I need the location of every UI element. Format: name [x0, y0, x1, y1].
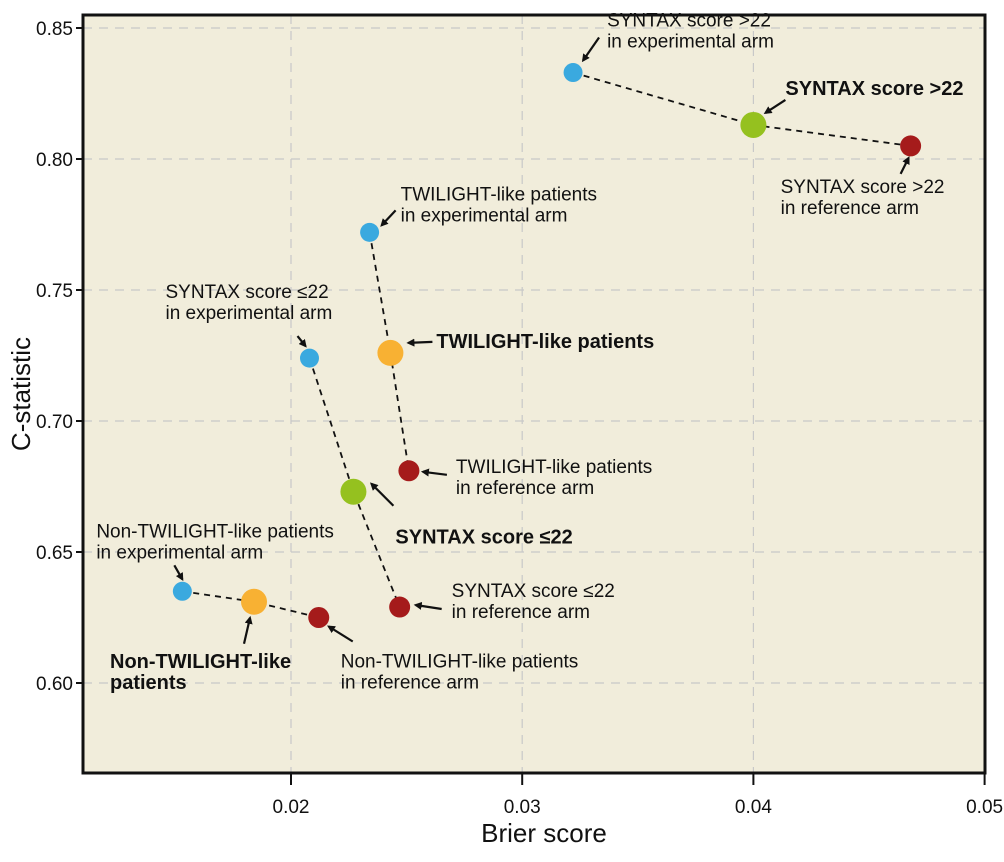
- point-combined: [740, 111, 767, 138]
- annotation-line: in experimental arm: [607, 32, 774, 53]
- point-experimental: [563, 63, 583, 83]
- point-combined: [340, 478, 367, 505]
- annotation-label: Non-TWILIGHT-like patients: [110, 651, 291, 694]
- annotation-label: TWILIGHT-like patients: [436, 331, 654, 353]
- plot-area: [83, 15, 985, 773]
- annotation-line: Non-TWILIGHT-like patients: [341, 652, 579, 673]
- point-reference: [308, 607, 330, 628]
- connector-line: [308, 357, 401, 608]
- annotation-line: in reference arm: [456, 478, 594, 499]
- point-combined: [377, 339, 404, 366]
- x-tick-label: 0.05: [966, 797, 1003, 818]
- data-points: [172, 63, 922, 628]
- annotation-line: SYNTAX score >22: [781, 177, 945, 198]
- point-reference: [900, 135, 922, 157]
- annotation-arrow: [173, 564, 184, 582]
- y-tick-label: 0.70: [36, 412, 73, 433]
- annotation-line: in reference arm: [341, 673, 479, 694]
- y-axis: 0.60 0.65 0.70 0.75 0.80 0.85: [36, 19, 83, 695]
- point-experimental: [172, 581, 192, 601]
- y-axis-title: C-statistic: [6, 337, 36, 451]
- annotation-line: SYNTAX score ≤22: [452, 581, 615, 602]
- y-tick-label: 0.80: [36, 150, 73, 171]
- annotation-line: SYNTAX score ≤22: [165, 282, 328, 303]
- annotation-arrow: [420, 468, 448, 477]
- x-axis: 0.02 0.03 0.04 0.05: [273, 773, 1003, 818]
- annotation-arrow: [413, 601, 442, 611]
- annotation-label: SYNTAX score ≤22 in reference arm: [452, 581, 615, 623]
- annotation-arrow: [370, 482, 395, 507]
- annotation-label: SYNTAX score ≤22: [395, 527, 572, 549]
- y-tick-label: 0.65: [36, 543, 73, 564]
- annotation-line: TWILIGHT-like patients: [401, 184, 597, 205]
- annotation-label: TWILIGHT-like patients in experimental ar…: [401, 184, 597, 226]
- annotation-line: in reference arm: [781, 198, 919, 219]
- annotation-line: SYNTAX score >22: [785, 78, 963, 100]
- x-tick-label: 0.02: [273, 797, 310, 818]
- annotation-arrows: [173, 36, 910, 645]
- annotation-label: SYNTAX score >22 in reference arm: [781, 177, 945, 219]
- annotation-label: SYNTAX score ≤22 in experimental arm: [165, 282, 332, 324]
- annotation-arrow: [899, 156, 910, 175]
- annotation-arrow: [763, 99, 786, 115]
- annotation-line: TWILIGHT-like patients: [436, 331, 654, 353]
- connector-line: [182, 590, 319, 619]
- annotation-label: Non-TWILIGHT-like patients in experimenta…: [96, 521, 334, 563]
- annotation-line: in experimental arm: [165, 303, 332, 324]
- point-experimental: [360, 222, 380, 242]
- annotation-arrow: [380, 209, 397, 227]
- annotation-arrow: [242, 615, 253, 645]
- annotation-label: Non-TWILIGHT-like patients in reference a…: [341, 652, 579, 694]
- annotation-line: patients: [110, 672, 187, 694]
- x-axis-title: Brier score: [481, 818, 607, 848]
- point-reference: [389, 596, 411, 618]
- annotation-line: Non-TWILIGHT-like: [110, 651, 291, 673]
- annotation-line: in reference arm: [452, 602, 590, 623]
- point-reference: [398, 460, 420, 482]
- x-tick-label: 0.04: [735, 797, 772, 818]
- annotation-label: SYNTAX score >22: [785, 78, 963, 100]
- grid-lines: [83, 15, 985, 773]
- annotation-arrow: [296, 335, 307, 348]
- annotations: SYNTAX score >22 in experimental armSYNTA…: [96, 11, 963, 694]
- annotation-line: TWILIGHT-like patients: [456, 457, 652, 478]
- plot-frame: [81, 13, 987, 775]
- annotation-line: in experimental arm: [96, 542, 263, 563]
- y-tick-label: 0.85: [36, 19, 73, 40]
- point-experimental: [299, 348, 319, 368]
- annotation-arrow: [581, 36, 600, 63]
- annotation-line: SYNTAX score ≤22: [395, 527, 572, 549]
- annotation-label: TWILIGHT-like patients in reference arm: [456, 457, 652, 499]
- y-tick-label: 0.60: [36, 674, 73, 695]
- x-tick-label: 0.03: [504, 797, 541, 818]
- annotation-arrow: [406, 338, 433, 347]
- annotation-arrow: [327, 625, 354, 643]
- annotation-line: in experimental arm: [401, 205, 568, 226]
- annotation-label: SYNTAX score >22 in experimental arm: [607, 11, 774, 53]
- annotation-line: Non-TWILIGHT-like patients: [96, 521, 334, 542]
- y-tick-label: 0.75: [36, 281, 73, 302]
- point-combined: [241, 588, 268, 615]
